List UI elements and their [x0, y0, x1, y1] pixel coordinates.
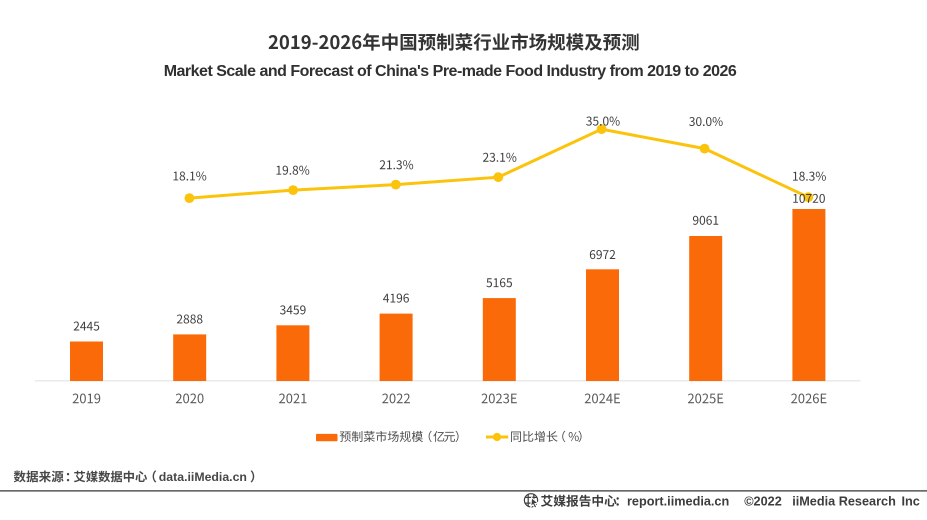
- svg-text:Market Scale and Forecast of C: Market Scale and Forecast of China's Pre…: [164, 63, 737, 80]
- svg-text:Inc: Inc: [902, 495, 920, 509]
- svg-text:data.iiMedia.cn: data.iiMedia.cn: [159, 470, 247, 484]
- svg-text:©2022: ©2022: [744, 495, 782, 509]
- svg-text:report.iimedia.cn: report.iimedia.cn: [627, 495, 729, 509]
- svg-text:iiMedia Research: iiMedia Research: [792, 495, 896, 509]
